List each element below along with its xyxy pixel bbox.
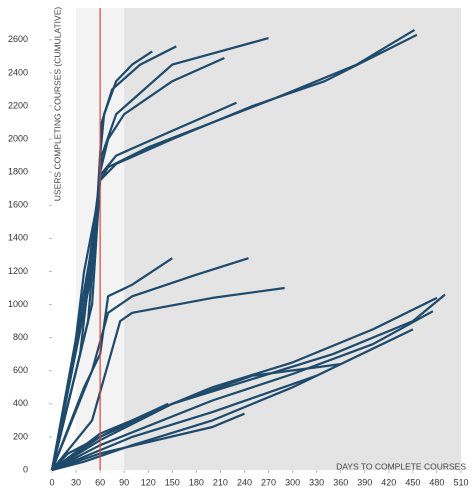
x-tick-label: 390 [357,477,372,487]
x-tick-label: 330 [309,477,324,487]
y-axis-label: USERS COMPLETING COURSES (CUMULATIVE) [52,7,62,202]
x-tick-label: 150 [165,477,180,487]
series-line [50,257,249,471]
series-line [50,101,237,471]
x-tick-label: 120 [141,477,156,487]
y-tick-label: 2200 [8,100,28,110]
y-tick-label: 1200 [8,266,28,276]
series-line [51,286,285,471]
series-line [51,363,341,471]
x-tick-label: 240 [237,477,252,487]
x-tick-label: 0 [49,477,54,487]
series-line [51,402,169,471]
y-tick-label: 1000 [8,299,28,309]
series-line [50,33,418,471]
x-axis-label: DAYS TO COMPLETE COURSES [336,461,466,471]
axes: 0200400600800100012001400160018002000220… [8,34,469,487]
x-tick-label: 480 [429,477,444,487]
y-tick-label: 600 [13,365,28,375]
y-tick-label: 0 [23,464,28,474]
y-tick-label: 2400 [8,67,28,77]
x-tick-label: 270 [261,477,276,487]
series-line [51,293,446,471]
y-tick-label: 400 [13,398,28,408]
y-tick-label: 200 [13,431,28,441]
lines [50,8,446,472]
series-line [50,196,100,471]
x-tick-label: 450 [405,477,420,487]
series-line [51,412,245,472]
y-tick-label: 1400 [8,233,28,243]
x-tick-label: 360 [333,477,348,487]
background [76,8,462,470]
x-tick-label: 90 [119,477,129,487]
series-line [51,374,317,472]
x-tick-label: 30 [71,477,81,487]
y-tick-label: 1600 [8,200,28,210]
y-tick-label: 1800 [8,167,28,177]
x-tick-label: 300 [285,477,300,487]
y-tick-label: 2000 [8,133,28,143]
y-tick-label: 2600 [8,34,28,44]
x-tick-label: 420 [381,477,396,487]
x-tick-label: 180 [189,477,204,487]
x-tick-label: 510 [453,477,468,487]
y-tick-label: 800 [13,332,28,342]
x-tick-label: 210 [213,477,228,487]
x-tick-label: 60 [95,477,105,487]
shaded-region [124,8,462,470]
series-line [51,310,434,471]
